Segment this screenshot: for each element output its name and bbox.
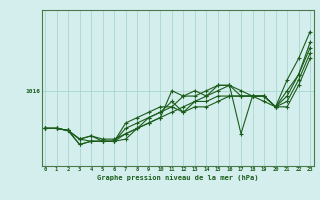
X-axis label: Graphe pression niveau de la mer (hPa): Graphe pression niveau de la mer (hPa) [97,174,258,181]
